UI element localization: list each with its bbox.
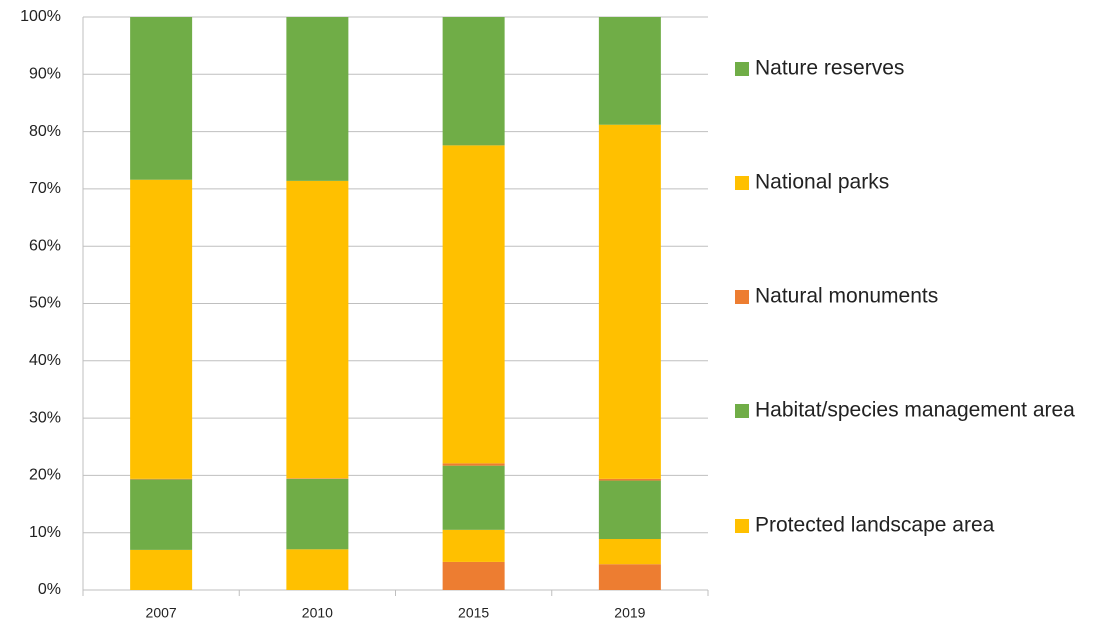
y-tick-label: 20%	[29, 467, 61, 484]
bar-segment	[286, 478, 349, 479]
bar-segment	[442, 17, 505, 146]
x-tick-label: 2015	[458, 605, 489, 621]
x-tick-label: 2010	[302, 605, 333, 621]
bar-segment	[130, 179, 193, 479]
bar-segment	[598, 124, 661, 479]
y-tick-label: 40%	[29, 352, 61, 369]
bar-segment	[286, 180, 349, 479]
bar-segment	[598, 478, 661, 481]
bar-segment	[598, 564, 661, 590]
bar-segment	[598, 539, 661, 565]
y-tick-label: 50%	[29, 295, 61, 312]
legend-label: Protected landscape area	[755, 514, 995, 537]
y-tick-label: 90%	[29, 66, 61, 83]
bar-segment	[130, 478, 193, 480]
y-tick-label: 0%	[38, 581, 61, 598]
bar-segment	[130, 17, 193, 180]
bar-segment	[442, 529, 505, 562]
bar-segment	[286, 549, 349, 590]
y-tick-label: 30%	[29, 409, 61, 426]
y-tick-label: 60%	[29, 237, 61, 254]
legend-swatch	[735, 519, 749, 533]
y-tick-label: 70%	[29, 180, 61, 197]
legend-swatch	[735, 290, 749, 304]
bar-segment	[442, 145, 505, 464]
legend-swatch	[735, 404, 749, 418]
legend-label: Nature reserves	[755, 57, 904, 80]
bar-segment	[598, 17, 661, 125]
legend-swatch	[735, 62, 749, 76]
bar-segment	[442, 465, 505, 530]
bar-segment	[130, 549, 193, 590]
bar-segment	[598, 480, 661, 540]
bar-segment	[442, 561, 505, 590]
bar-segment	[130, 479, 193, 550]
legend-swatch	[735, 176, 749, 190]
y-tick-label: 10%	[29, 524, 61, 541]
legend-label: Habitat/species management area	[755, 399, 1075, 422]
bar-segment	[442, 463, 505, 466]
legend-label: National parks	[755, 171, 889, 194]
x-tick-label: 2007	[146, 605, 177, 621]
bar-segment	[286, 478, 349, 550]
x-tick-label: 2019	[614, 605, 645, 621]
y-tick-label: 80%	[29, 123, 61, 140]
legend-label: Natural monuments	[755, 285, 938, 308]
bar-segment	[286, 17, 349, 181]
y-tick-label: 100%	[20, 8, 61, 25]
